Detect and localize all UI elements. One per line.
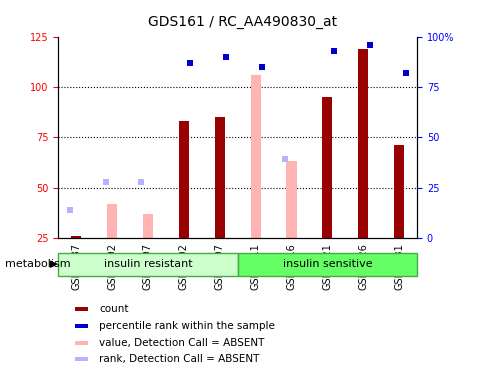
Bar: [237, 253, 416, 276]
Bar: [75, 307, 87, 311]
Bar: [75, 356, 87, 361]
Bar: [107, 203, 117, 238]
Text: count: count: [99, 304, 128, 314]
Bar: [58, 253, 237, 276]
Bar: [75, 340, 87, 345]
Text: insulin sensitive: insulin sensitive: [282, 259, 371, 269]
Bar: [286, 161, 296, 238]
Bar: [250, 75, 260, 238]
Bar: [179, 121, 188, 238]
Bar: [393, 145, 403, 238]
Text: value, Detection Call = ABSENT: value, Detection Call = ABSENT: [99, 337, 264, 348]
Text: rank, Detection Call = ABSENT: rank, Detection Call = ABSENT: [99, 354, 259, 364]
Text: insulin resistant: insulin resistant: [104, 259, 192, 269]
Bar: [71, 236, 81, 238]
Text: GDS161 / RC_AA490830_at: GDS161 / RC_AA490830_at: [148, 15, 336, 29]
Text: metabolism: metabolism: [5, 259, 70, 269]
Bar: [214, 117, 224, 238]
Bar: [75, 324, 87, 328]
Bar: [143, 214, 152, 238]
Bar: [358, 49, 367, 238]
Bar: [322, 97, 332, 238]
Text: percentile rank within the sample: percentile rank within the sample: [99, 321, 274, 331]
